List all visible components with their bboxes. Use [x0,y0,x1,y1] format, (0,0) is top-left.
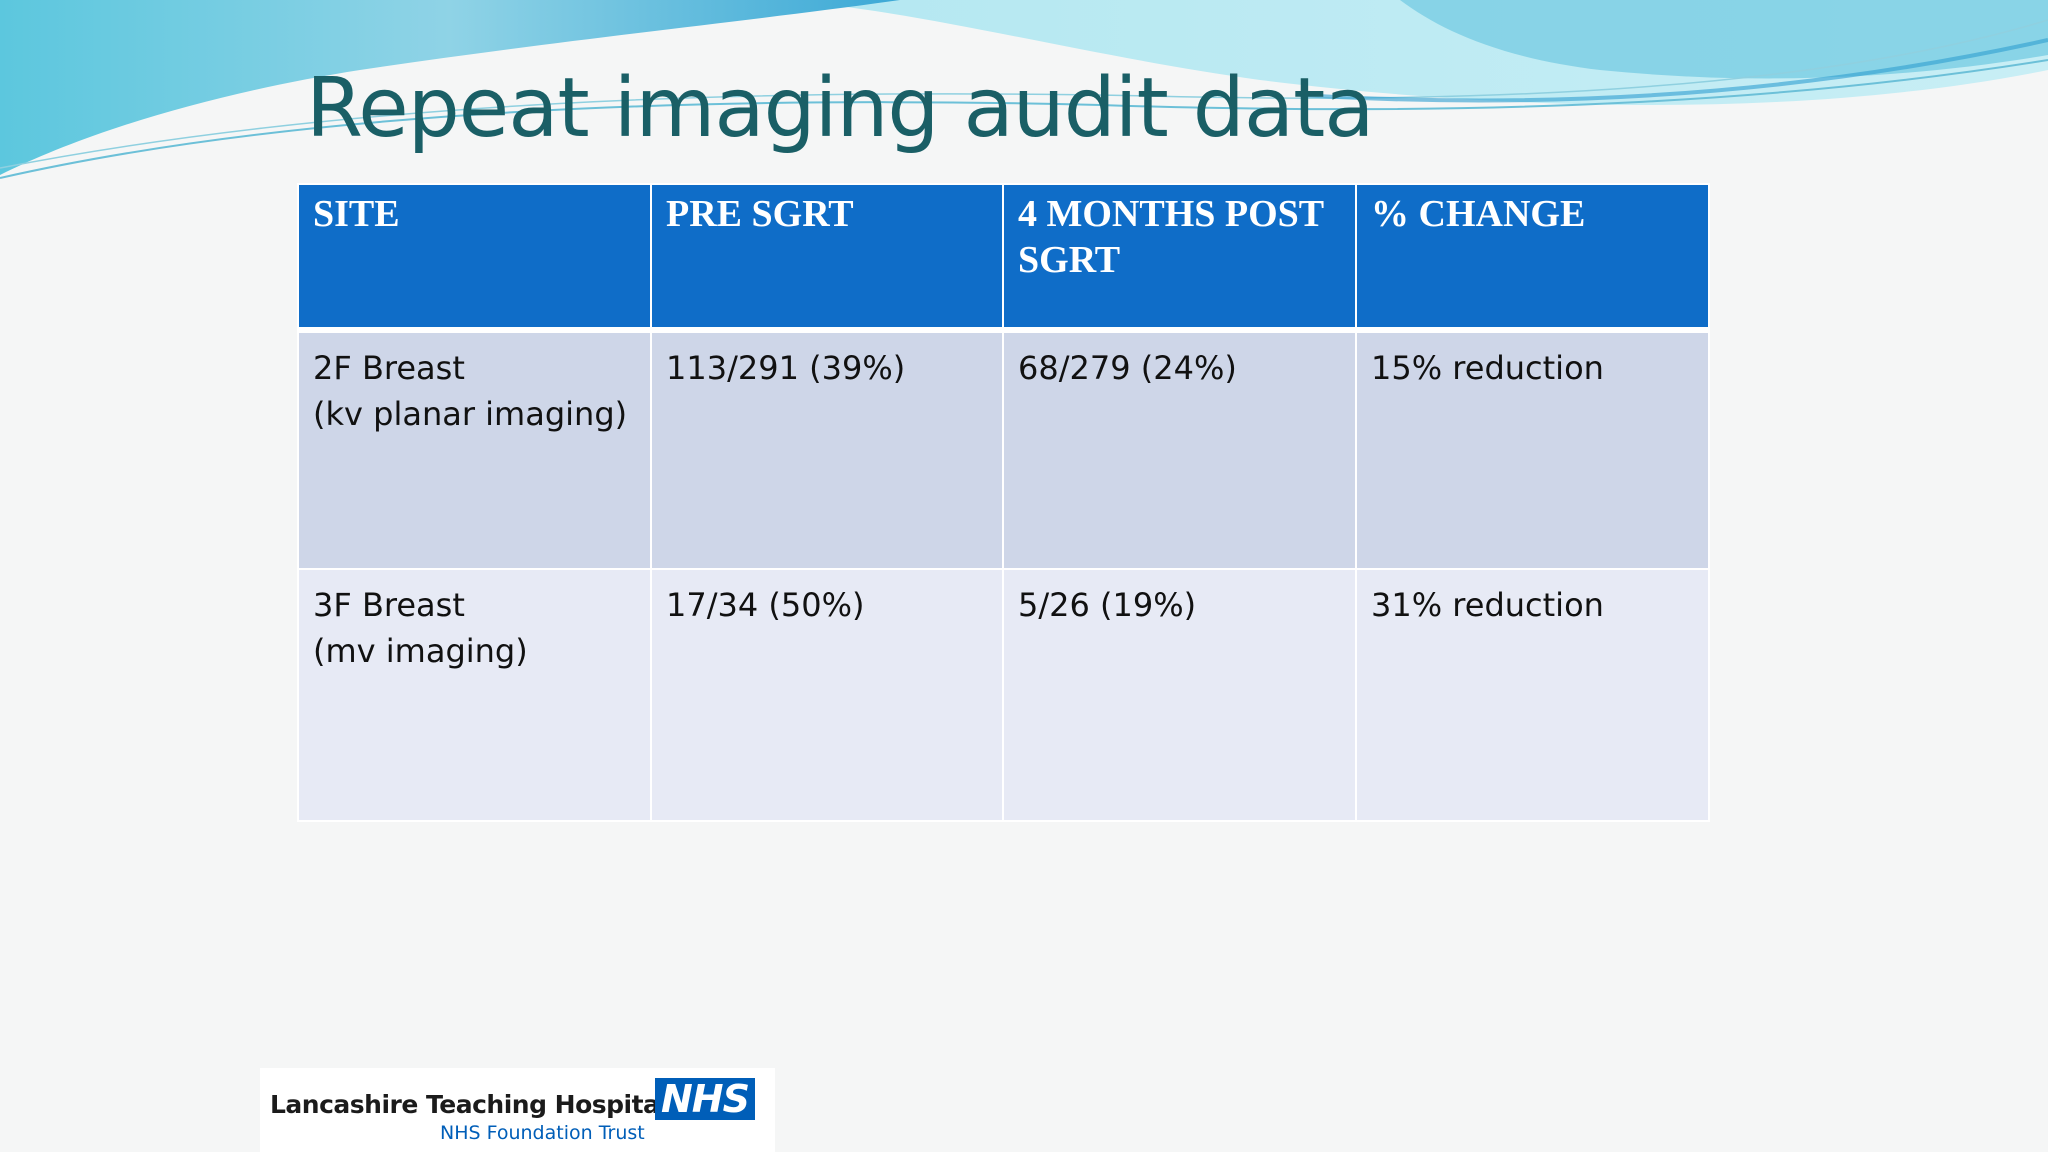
change-cell: 31% reduction [1355,568,1710,822]
pre-sgrt-cell: 113/291 (39%) [650,329,1004,570]
column-header-pre-sgrt: PRE SGRT [650,183,1004,333]
table-row: 2F Breast (kv planar imaging) 113/291 (3… [297,329,1710,570]
site-imaging-type: (kv planar imaging) [313,395,628,433]
site-imaging-type: (mv imaging) [313,632,528,670]
site-cell: 3F Breast (mv imaging) [297,568,652,822]
slide-title: Repeat imaging audit data [306,61,1375,156]
pre-sgrt-cell: 17/34 (50%) [650,568,1004,822]
change-cell: 15% reduction [1355,329,1710,570]
post-sgrt-cell: 68/279 (24%) [1002,329,1357,570]
logo-org-name: Lancashire Teaching Hospitals [270,1090,682,1119]
column-header-change: % CHANGE [1355,183,1710,333]
nhs-logo-badge: NHS [655,1078,755,1120]
nhs-trust-logo: Lancashire Teaching Hospitals NHS NHS Fo… [260,1068,775,1152]
site-name: 3F Breast [313,586,465,624]
column-header-site: SITE [297,183,652,333]
site-cell: 2F Breast (kv planar imaging) [297,329,652,570]
table-row: 3F Breast (mv imaging) 17/34 (50%) 5/26 … [297,568,1710,822]
logo-trust-name: NHS Foundation Trust [440,1122,645,1144]
post-sgrt-cell: 5/26 (19%) [1002,568,1357,822]
audit-data-table: SITE PRE SGRT 4 MONTHS POST SGRT % CHANG… [297,183,1710,822]
header-wave-decoration [0,0,2048,179]
table-header-row: SITE PRE SGRT 4 MONTHS POST SGRT % CHANG… [297,183,1710,333]
column-header-post-sgrt: 4 MONTHS POST SGRT [1002,183,1357,333]
site-name: 2F Breast [313,349,465,387]
